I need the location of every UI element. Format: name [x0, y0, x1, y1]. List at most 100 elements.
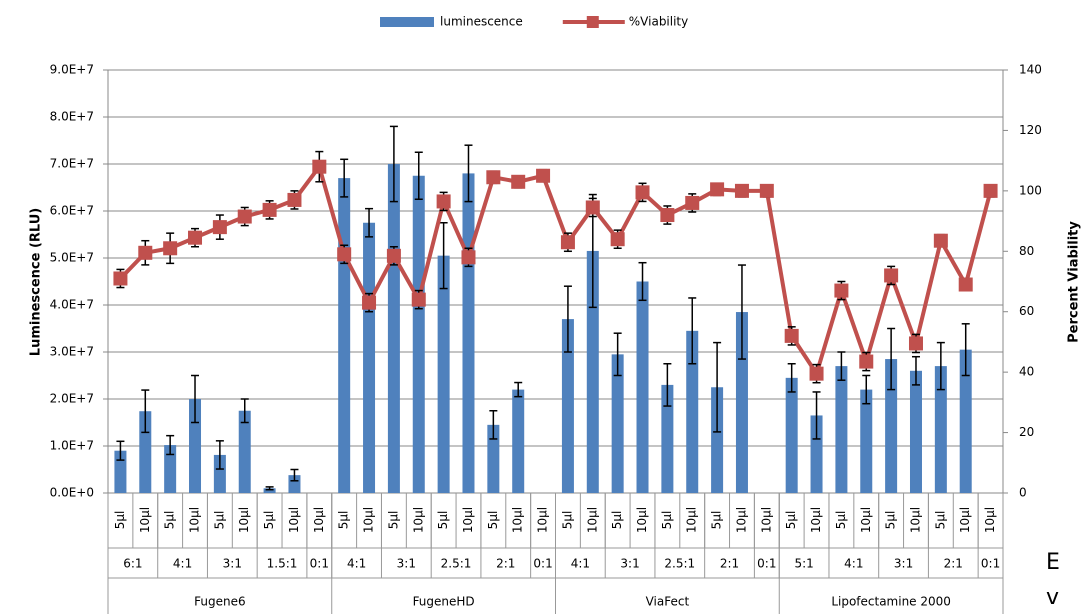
bar [611, 354, 624, 493]
error-bar [240, 398, 249, 424]
marker [337, 247, 352, 262]
error-bar [911, 355, 920, 386]
bar [462, 173, 475, 493]
x-tick-label: 10µl [536, 507, 550, 533]
bar [885, 359, 898, 493]
x-tick-label: 10µl [983, 507, 997, 533]
y2-tick-label: 40 [1019, 365, 1034, 379]
marker [163, 241, 178, 256]
error-bar [563, 285, 572, 353]
marker [113, 271, 128, 286]
x-group-label: 2:1 [496, 557, 515, 571]
x-tick-label: 10µl [585, 507, 599, 533]
y-tick-label: 1.0E+7 [50, 439, 94, 453]
x-tick-label: 5µl [386, 511, 400, 530]
x-tick-label: 10µl [188, 507, 202, 533]
x-tick-label: 5µl [212, 511, 226, 530]
error-bar [389, 125, 398, 203]
error-bar [166, 434, 175, 456]
error-bar [365, 207, 374, 238]
marker [237, 209, 252, 224]
y-axis-title: Luminescence (RLU) [29, 208, 44, 356]
error-bar [414, 151, 423, 200]
x-group-label: 4:1 [173, 557, 192, 571]
x-tick-label: 10µl [312, 507, 326, 533]
x-group-label: 1.5:1 [267, 557, 298, 571]
x-tick-label: 10µl [759, 507, 773, 533]
x-tick-label: 5µl [884, 511, 898, 530]
bar [238, 410, 251, 493]
x-tick-label: 5µl [163, 511, 177, 530]
x-group-label: 2:1 [720, 557, 739, 571]
x-group-label: 2.5:1 [664, 557, 695, 571]
error-bar [613, 332, 622, 377]
y2-tick-label: 80 [1019, 244, 1034, 258]
x-group-label: 3:1 [223, 557, 242, 571]
bar [561, 319, 574, 493]
marker [710, 182, 725, 197]
y-tick-label: 2.0E+7 [50, 392, 94, 406]
bar [934, 366, 947, 493]
x-group-label: 4:1 [844, 557, 863, 571]
x-tick-label: 10µl [809, 507, 823, 533]
marker [834, 283, 849, 298]
bar [114, 450, 127, 493]
line [118, 162, 993, 379]
annotation: v [1046, 585, 1059, 610]
legend-label: %Viability [629, 15, 688, 29]
x-group-label: 5:1 [794, 557, 813, 571]
error-bar [290, 468, 299, 482]
x-group-label: 3:1 [620, 557, 639, 571]
marker [461, 250, 476, 265]
y-tick-label: 5.0E+7 [50, 251, 94, 265]
error-bar [638, 261, 647, 302]
error-bar [489, 410, 498, 440]
marker [560, 235, 575, 250]
error-bar [265, 486, 274, 491]
marker [585, 200, 600, 215]
y-tick-label: 0.0E+0 [50, 486, 94, 500]
bar [661, 384, 674, 493]
x-group-label: Fugene6 [194, 595, 245, 609]
bar [835, 366, 848, 493]
marker [610, 232, 625, 247]
error-bar [936, 341, 945, 391]
error-bar [340, 158, 349, 198]
marker [436, 194, 451, 209]
error-bar [812, 391, 821, 440]
error-bar [837, 351, 846, 381]
bar [263, 488, 276, 493]
x-group-label: 3:1 [397, 557, 416, 571]
x-group-label: 3:1 [894, 557, 913, 571]
bar [412, 175, 425, 493]
bar [437, 255, 450, 493]
x-tick-label: 5µl [784, 511, 798, 530]
marker [908, 336, 923, 351]
x-tick-label: 5µl [933, 511, 947, 530]
bar [288, 475, 301, 493]
marker [486, 170, 501, 185]
error-bar [961, 323, 970, 377]
error-bar [514, 381, 523, 398]
error-bar [215, 440, 224, 470]
bar [785, 377, 798, 493]
marker [386, 248, 401, 263]
marker [312, 159, 327, 174]
bar [909, 370, 922, 493]
marker [759, 183, 774, 198]
bar [636, 281, 649, 493]
y2-axis-title: Percent Viability [1067, 221, 1082, 343]
error-bar [688, 297, 697, 365]
y-tick-label: 4.0E+7 [50, 298, 94, 312]
bar [586, 250, 599, 493]
y-tick-label: 6.0E+7 [50, 204, 94, 218]
x-group-label: 0:1 [757, 557, 776, 571]
x-tick-label: 10µl [362, 507, 376, 533]
x-tick-label: 5µl [436, 511, 450, 530]
x-tick-label: 10µl [138, 507, 152, 533]
marker [933, 233, 948, 248]
x-group-label: 6:1 [123, 557, 142, 571]
bar [735, 312, 748, 493]
y-tick-label: 8.0E+7 [50, 110, 94, 124]
marker [884, 268, 899, 283]
